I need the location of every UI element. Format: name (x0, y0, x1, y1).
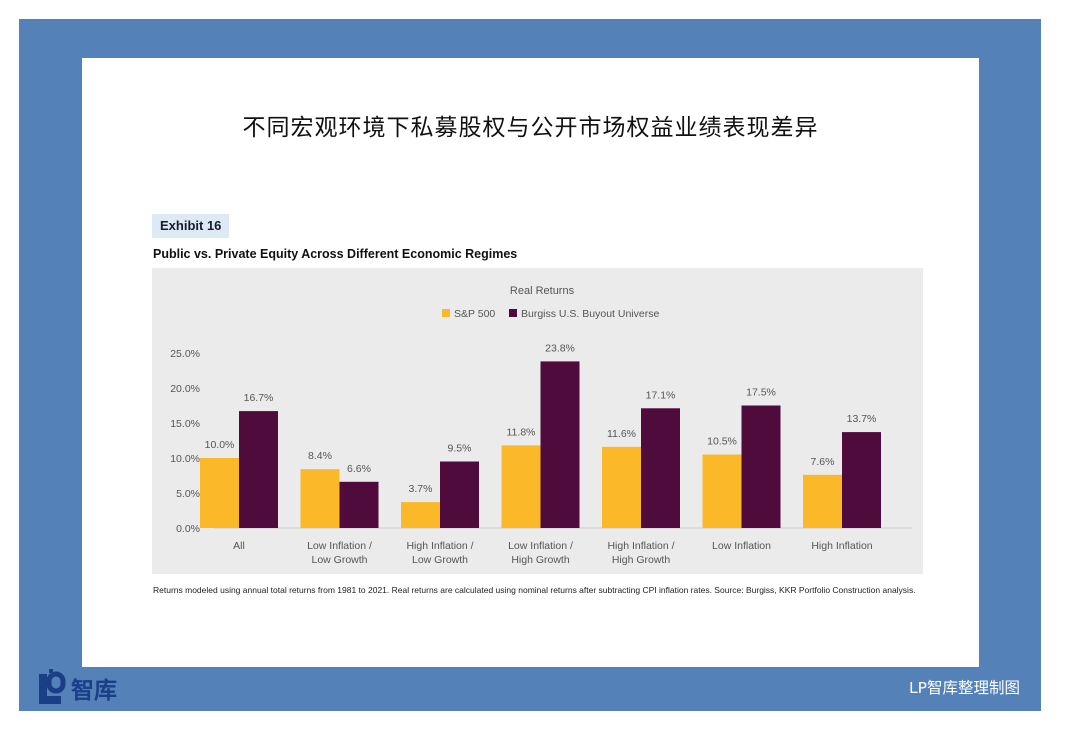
x-category-label: All (233, 540, 245, 552)
chart-subtitle: Public vs. Private Equity Across Differe… (153, 247, 518, 261)
legend-label-1: S&P 500 (454, 308, 495, 320)
bar-sp500 (200, 458, 239, 528)
x-category-label: Low Inflation / (508, 540, 573, 552)
bar-sp500 (401, 502, 440, 528)
brand-name: 智库 (71, 678, 117, 704)
bar-value-label: 6.6% (347, 463, 371, 475)
chart-panel: Real Returns S&P 500 Burgiss U.S. Buyout … (152, 268, 923, 574)
bar-value-label: 13.7% (847, 413, 877, 425)
bar-value-label: 11.6% (607, 428, 636, 440)
bar-sp500 (501, 445, 541, 528)
bar-value-label: 17.1% (646, 389, 676, 401)
bar-value-label: 7.6% (811, 456, 835, 468)
page-title: 不同宏观环境下私募股权与公开市场权益业绩表现差异 (242, 115, 819, 141)
y-tick-label: 15.0% (170, 418, 200, 430)
bar-buyout (741, 405, 781, 528)
x-category-label: High Growth (612, 554, 671, 566)
legend-label-2: Burgiss U.S. Buyout Universe (521, 308, 659, 320)
x-category-label: High Inflation / (406, 540, 473, 552)
bar-value-label: 8.4% (308, 450, 332, 462)
x-category-label: Low Inflation (712, 540, 771, 552)
y-tick-label: 10.0% (170, 453, 200, 465)
x-category-label: High Growth (511, 554, 570, 566)
bar-chart: Real Returns S&P 500 Burgiss U.S. Buyout … (170, 285, 912, 566)
y-tick-label: 5.0% (176, 488, 200, 500)
x-category-label: Low Growth (311, 554, 367, 566)
bar-sp500 (803, 474, 842, 528)
bar-buyout (540, 361, 580, 528)
y-tick-label: 0.0% (176, 523, 200, 535)
exhibit-label: Exhibit 16 (152, 214, 230, 238)
bar-buyout (641, 408, 680, 528)
bar-buyout (239, 411, 278, 528)
bar-value-label: 16.7% (244, 392, 274, 404)
lp-logo-icon (39, 669, 66, 704)
x-category-label: Low Growth (412, 554, 468, 566)
bar-value-label: 10.5% (707, 436, 737, 448)
bar-sp500 (702, 454, 742, 528)
bar-value-label: 10.0% (205, 439, 235, 451)
x-category-label: High Inflation (811, 540, 872, 552)
bar-buyout (842, 432, 881, 528)
content-card: 不同宏观环境下私募股权与公开市场权益业绩表现差异 Exhibit 16 Publ… (82, 58, 979, 667)
x-category-label: High Inflation / (607, 540, 674, 552)
bar-value-label: 9.5% (448, 443, 472, 455)
bar-sp500 (602, 446, 641, 528)
chart-footnote: Returns modeled using annual total retur… (153, 585, 916, 595)
bar-value-label: 11.8% (507, 426, 536, 438)
bar-buyout (339, 481, 379, 528)
bar-sp500 (300, 469, 340, 528)
bar-value-label: 23.8% (545, 342, 575, 354)
bar-value-label: 17.5% (746, 387, 776, 399)
legend-swatch-2 (509, 309, 517, 317)
y-tick-label: 20.0% (170, 383, 200, 395)
bar-buyout (440, 461, 479, 528)
credit-text: LP智库整理制图 (909, 679, 1020, 697)
brand-logo: 智库 (37, 668, 117, 708)
chart-title: Real Returns (510, 285, 575, 297)
x-category-label: Low Inflation / (307, 540, 372, 552)
bar-value-label: 3.7% (409, 483, 433, 495)
y-tick-label: 25.0% (170, 348, 200, 360)
legend-swatch-1 (442, 309, 450, 317)
